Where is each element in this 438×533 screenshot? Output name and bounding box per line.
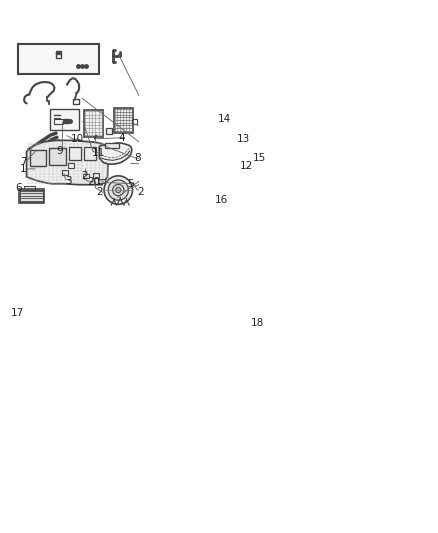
Bar bbox=[20, 190, 43, 202]
Bar bbox=[106, 128, 112, 134]
Bar bbox=[85, 110, 103, 136]
Circle shape bbox=[82, 177, 88, 183]
Text: 10: 10 bbox=[71, 134, 84, 144]
Bar bbox=[105, 143, 119, 148]
Bar bbox=[62, 170, 68, 175]
Bar bbox=[68, 163, 74, 168]
Text: 2: 2 bbox=[137, 187, 144, 197]
Bar bbox=[50, 109, 79, 130]
Text: 9: 9 bbox=[57, 146, 64, 156]
Bar bbox=[30, 150, 46, 166]
Text: 2: 2 bbox=[97, 187, 103, 197]
Polygon shape bbox=[27, 140, 108, 185]
Circle shape bbox=[113, 184, 124, 196]
Bar bbox=[114, 108, 133, 133]
Text: 11: 11 bbox=[92, 148, 105, 158]
Text: 15: 15 bbox=[253, 154, 266, 164]
Circle shape bbox=[116, 188, 121, 192]
Text: 17: 17 bbox=[11, 309, 24, 318]
Bar bbox=[69, 147, 81, 160]
Text: 2: 2 bbox=[81, 171, 88, 181]
Text: 8: 8 bbox=[134, 154, 141, 164]
Text: 14: 14 bbox=[218, 114, 231, 124]
FancyBboxPatch shape bbox=[75, 48, 95, 66]
Polygon shape bbox=[99, 143, 132, 164]
Text: 18: 18 bbox=[251, 318, 264, 328]
Circle shape bbox=[108, 180, 128, 200]
Bar bbox=[49, 148, 66, 165]
Text: 6: 6 bbox=[15, 183, 21, 193]
Circle shape bbox=[104, 176, 133, 204]
Text: 5: 5 bbox=[127, 179, 134, 189]
Text: 1: 1 bbox=[20, 164, 26, 174]
Text: 12: 12 bbox=[240, 161, 253, 171]
Text: 16: 16 bbox=[215, 195, 228, 205]
Bar bbox=[132, 119, 137, 124]
Bar bbox=[93, 173, 99, 178]
Bar bbox=[98, 179, 105, 183]
Text: 7: 7 bbox=[21, 157, 27, 167]
Text: 13: 13 bbox=[237, 134, 250, 144]
Bar bbox=[19, 189, 44, 204]
Text: 3: 3 bbox=[65, 175, 71, 185]
Bar bbox=[18, 44, 99, 74]
Bar bbox=[83, 174, 88, 178]
Text: 4: 4 bbox=[118, 133, 125, 143]
Bar bbox=[54, 119, 64, 124]
Text: 20: 20 bbox=[87, 177, 100, 187]
Bar bbox=[25, 185, 35, 190]
Bar bbox=[74, 99, 79, 104]
Bar bbox=[56, 51, 61, 58]
Bar bbox=[84, 147, 96, 160]
